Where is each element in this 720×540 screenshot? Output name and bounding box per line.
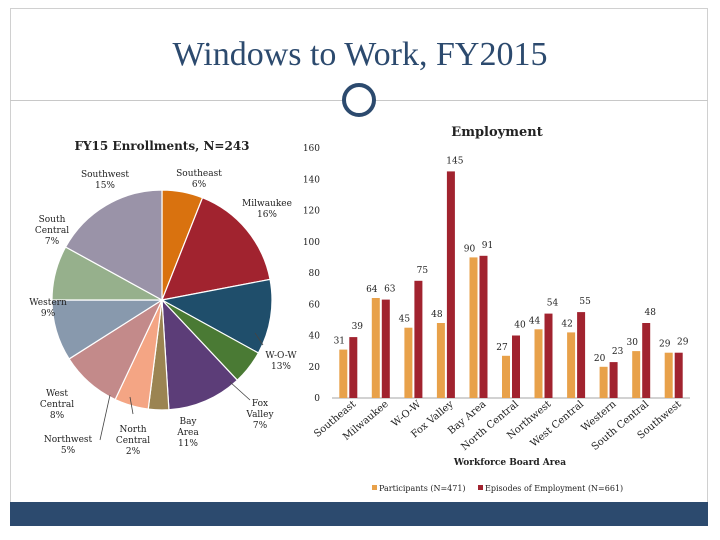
bar-label-episodes-of-employment-southeast: 39 (352, 322, 364, 332)
bar-participants-northwest (534, 329, 543, 399)
y-tick-160: 160 (303, 144, 320, 154)
circle-ornament-icon (342, 83, 376, 117)
bar-participants-western (599, 366, 608, 399)
pie-leader-w-o-w (254, 332, 264, 346)
bar-label-participants-west-central: 42 (561, 319, 572, 329)
y-tick-0: 0 (314, 394, 320, 404)
bar-episodes-of-employment-w-o-w (414, 280, 423, 398)
bar-participants-bay-area (469, 257, 478, 398)
footer-bar (10, 502, 708, 526)
x-tick-south-central: South Central (590, 399, 651, 453)
bar-episodes-of-employment-southeast (349, 337, 358, 398)
pie-slice-milwaukee (161, 196, 271, 301)
pie-label-fox-valley: Fox Valley 7% (245, 399, 274, 431)
bar-episodes-of-employment-northwest (544, 313, 553, 398)
pie-label-northwest: Northwest 5% (44, 435, 93, 456)
y-tick-60: 60 (309, 300, 321, 310)
bar-label-episodes-of-employment-south-central: 48 (644, 308, 656, 318)
y-tick-120: 120 (303, 207, 320, 217)
bar-participants-fox-valley (436, 323, 445, 398)
bar-episodes-of-employment-milwaukee (381, 299, 390, 398)
x-axis-label: Workforce Board Area (453, 458, 566, 468)
bar-label-participants-bay-area: 90 (464, 244, 476, 254)
bar-episodes-of-employment-south-central (642, 323, 651, 398)
pie-label-milwaukee: Milwaukee 16% (242, 199, 292, 220)
bar-label-participants-northwest: 44 (529, 316, 541, 326)
bar-label-episodes-of-employment-fox-valley: 145 (446, 156, 463, 166)
pie-label-bay-area: Bay Area 11% (176, 417, 199, 449)
bar-episodes-of-employment-southwest (674, 352, 683, 398)
pie-leader-north-central (129, 396, 134, 415)
pie-label-north-central: North Central 2% (116, 425, 150, 457)
bar-episodes-of-employment-western (609, 362, 618, 398)
pie-label-west-central: West Central 8% (40, 389, 74, 421)
bar-participants-north-central (502, 355, 510, 398)
legend-swatch-episodes-of-employment (478, 485, 483, 490)
bar-label-episodes-of-employment-northwest: 54 (547, 299, 559, 309)
bar-label-participants-fox-valley: 48 (431, 310, 443, 320)
bar-label-participants-southeast: 31 (334, 337, 345, 347)
pie-leader-fox-valley (229, 381, 251, 401)
bar-title: Employment (451, 125, 542, 140)
bar-episodes-of-employment-fox-valley (446, 171, 455, 398)
bar-label-episodes-of-employment-w-o-w: 75 (417, 266, 429, 276)
y-tick-20: 20 (309, 363, 321, 373)
bar-episodes-of-employment-north-central (512, 335, 520, 398)
pie-label-southeast: Southeast 6% (176, 169, 222, 190)
bar-label-episodes-of-employment-bay-area: 91 (482, 241, 493, 251)
pie-slice-southwest (64, 189, 163, 302)
legend-label-participants: Participants (N=471) (379, 484, 466, 493)
slide-title: Windows to Work, FY2015 (172, 36, 548, 73)
pie-label-w-o-w: W-O-W 13% (265, 351, 297, 372)
bar-label-participants-southwest: 29 (659, 340, 671, 350)
bar-label-participants-western: 20 (594, 354, 606, 364)
bar-episodes-of-employment-west-central (577, 312, 586, 398)
legend-label-episodes-of-employment: Episodes of Employment (N=661) (485, 484, 623, 493)
bar-participants-milwaukee (371, 298, 380, 398)
bar-episodes-of-employment-bay-area (479, 255, 488, 398)
bar-label-episodes-of-employment-north-central: 40 (514, 321, 526, 331)
bar-label-participants-w-o-w: 45 (399, 315, 411, 325)
pie-slice-western (160, 278, 273, 354)
pie-label-western: Western 9% (29, 298, 67, 319)
bar-label-episodes-of-employment-southwest: 29 (677, 338, 689, 348)
y-tick-40: 40 (309, 332, 321, 342)
pie-label-southwest: Southwest 15% (81, 170, 129, 191)
x-tick-north-central: North Central (459, 399, 521, 453)
y-tick-100: 100 (303, 238, 320, 248)
bar-label-episodes-of-employment-western: 23 (612, 347, 624, 357)
pie-slice-fox-valley (161, 298, 239, 411)
legend-swatch-participants (372, 485, 377, 490)
pie-label-south-central: South Central 7% (35, 215, 69, 247)
bar-participants-southwest (664, 352, 673, 398)
bar-participants-south-central (632, 351, 641, 398)
bar-participants-west-central (567, 332, 576, 398)
bar-participants-southeast (339, 349, 348, 398)
bar-label-participants-milwaukee: 64 (366, 285, 378, 295)
y-tick-80: 80 (309, 269, 321, 279)
bar-participants-w-o-w (404, 327, 413, 398)
y-tick-140: 140 (303, 175, 320, 185)
pie-leader-northwest (99, 394, 111, 441)
bar-label-episodes-of-employment-west-central: 55 (579, 297, 591, 307)
bar-label-participants-north-central: 27 (496, 343, 508, 353)
pie-title: FY15 Enrollments, N=243 (74, 139, 249, 153)
bar-label-participants-south-central: 30 (626, 338, 638, 348)
bar-label-episodes-of-employment-milwaukee: 63 (384, 285, 396, 295)
